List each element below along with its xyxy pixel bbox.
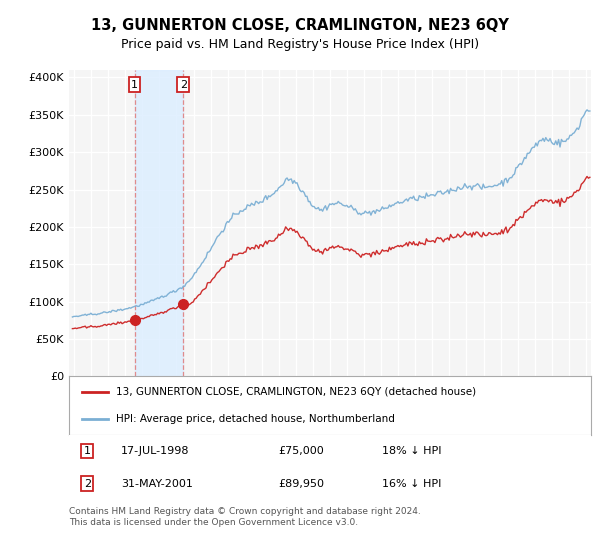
Text: 18% ↓ HPI: 18% ↓ HPI [382, 446, 442, 456]
Bar [134, 70, 184, 376]
Text: 13, GUNNERTON CLOSE, CRAMLINGTON, NE23 6QY: 13, GUNNERTON CLOSE, CRAMLINGTON, NE23 6… [91, 18, 509, 32]
Text: Contains HM Land Registry data © Crown copyright and database right 2024.
This d: Contains HM Land Registry data © Crown c… [69, 507, 421, 527]
Text: 2: 2 [180, 80, 187, 90]
Text: 16% ↓ HPI: 16% ↓ HPI [382, 479, 442, 489]
Text: £75,000: £75,000 [278, 446, 323, 456]
Text: 31-MAY-2001: 31-MAY-2001 [121, 479, 193, 489]
Text: 1: 1 [131, 80, 138, 90]
Text: 1: 1 [84, 446, 91, 456]
Text: 17-JUL-1998: 17-JUL-1998 [121, 446, 190, 456]
Text: £89,950: £89,950 [278, 479, 324, 489]
Text: 2: 2 [84, 479, 91, 489]
Text: 13, GUNNERTON CLOSE, CRAMLINGTON, NE23 6QY (detached house): 13, GUNNERTON CLOSE, CRAMLINGTON, NE23 6… [116, 387, 476, 397]
Text: HPI: Average price, detached house, Northumberland: HPI: Average price, detached house, Nort… [116, 414, 395, 424]
Text: Price paid vs. HM Land Registry's House Price Index (HPI): Price paid vs. HM Land Registry's House … [121, 38, 479, 52]
